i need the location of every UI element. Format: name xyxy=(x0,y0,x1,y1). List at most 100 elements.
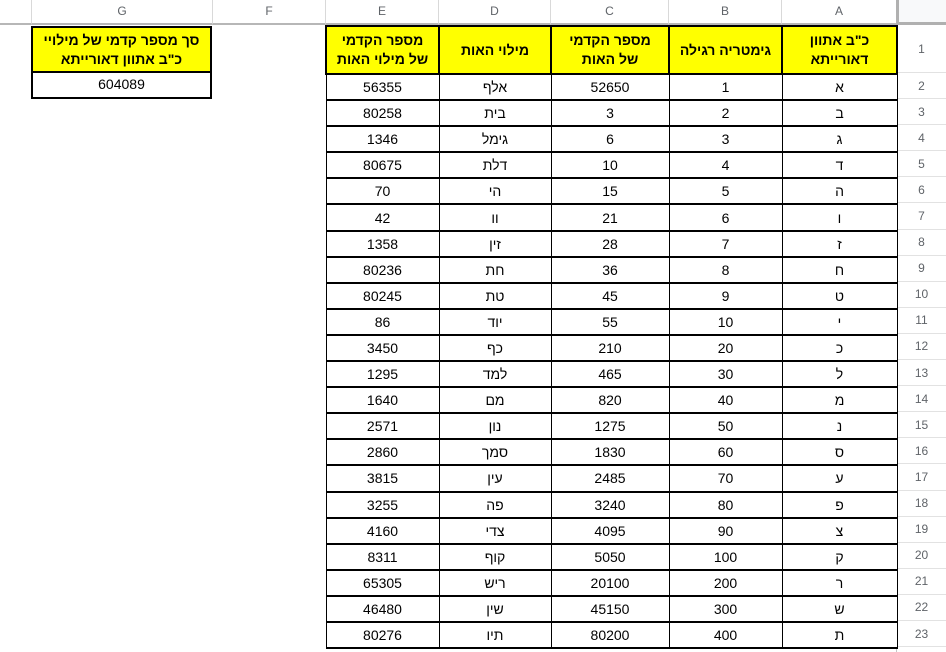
cell-filling-kidmi[interactable]: 3815 xyxy=(325,464,440,493)
cell-filling-kidmi[interactable]: 80236 xyxy=(325,256,440,284)
cell-letter[interactable]: ש xyxy=(781,595,898,623)
cell-filling-kidmi[interactable]: 8311 xyxy=(325,543,440,571)
row-header[interactable]: 2 xyxy=(897,73,946,100)
cell-letter-filling[interactable]: מם xyxy=(438,386,552,415)
cell-filling-kidmi[interactable]: 80245 xyxy=(325,282,440,310)
cell-letter[interactable]: ס xyxy=(781,438,898,467)
cell-kidmi-number[interactable]: 2485 xyxy=(550,464,670,493)
cell-gematria[interactable]: 80 xyxy=(668,490,783,519)
cell-filling-kidmi[interactable]: 2571 xyxy=(325,412,440,441)
cell-kidmi-number[interactable]: 3240 xyxy=(550,490,670,519)
cell-letter-filling[interactable]: תיו xyxy=(438,621,552,650)
cell-letter[interactable]: ט xyxy=(781,282,898,310)
cell-letter-filling[interactable]: בית xyxy=(438,99,552,128)
cell-letter[interactable]: ל xyxy=(781,360,898,389)
row-header[interactable]: 12 xyxy=(897,334,946,361)
cell-gematria[interactable]: 30 xyxy=(668,360,783,389)
cell-filling-kidmi[interactable]: 1295 xyxy=(325,360,440,389)
cell-filling-kidmi[interactable]: 1640 xyxy=(325,386,440,415)
cell-gematria[interactable]: 400 xyxy=(668,621,783,650)
header-cell-gematria[interactable]: גימטריה רגילה xyxy=(668,25,783,75)
column-header-c[interactable]: C xyxy=(550,0,668,25)
row-header[interactable]: 11 xyxy=(897,308,946,334)
cell-letter[interactable]: מ xyxy=(781,386,898,415)
cell-letter-filling[interactable]: הי xyxy=(438,177,552,206)
cell-kidmi-number[interactable]: 20100 xyxy=(550,569,670,597)
row-header[interactable]: 22 xyxy=(897,595,946,621)
row-header[interactable]: 16 xyxy=(897,438,946,465)
summary-value-cell[interactable]: 604089 xyxy=(31,73,212,99)
row-header[interactable]: 14 xyxy=(897,386,946,413)
cell-kidmi-number[interactable]: 820 xyxy=(550,386,670,415)
column-header-e[interactable]: E xyxy=(325,0,438,25)
cell-letter[interactable]: ד xyxy=(781,151,898,180)
cell-gematria[interactable]: 100 xyxy=(668,543,783,571)
header-cell-kidmi-number[interactable]: מספר הקדמי של האות xyxy=(550,25,670,75)
cell-letter-filling[interactable]: ריש xyxy=(438,569,552,597)
column-header-b[interactable]: B xyxy=(668,0,781,25)
row-header[interactable]: 1 xyxy=(897,25,946,73)
cell-letter[interactable]: ג xyxy=(781,125,898,154)
cell-gematria[interactable]: 3 xyxy=(668,125,783,154)
cell-kidmi-number[interactable]: 52650 xyxy=(550,73,670,102)
cell-letter[interactable]: ו xyxy=(781,203,898,232)
cell-gematria[interactable]: 50 xyxy=(668,412,783,441)
cell-letter-filling[interactable]: קוף xyxy=(438,543,552,571)
cell-letter[interactable]: ר xyxy=(781,569,898,597)
cell-kidmi-number[interactable]: 1275 xyxy=(550,412,670,441)
cell-letter-filling[interactable]: אלף xyxy=(438,73,552,102)
row-header[interactable]: 4 xyxy=(897,125,946,152)
cell-letter[interactable]: ה xyxy=(781,177,898,206)
cell-letter[interactable]: ת xyxy=(781,621,898,650)
cell-filling-kidmi[interactable]: 70 xyxy=(325,177,440,206)
cell-gematria[interactable]: 1 xyxy=(668,73,783,102)
cell-letter[interactable]: צ xyxy=(781,517,898,545)
cell-letter[interactable]: ב xyxy=(781,99,898,128)
cell-letter-filling[interactable]: למד xyxy=(438,360,552,389)
cell-gematria[interactable]: 5 xyxy=(668,177,783,206)
cell-kidmi-number[interactable]: 28 xyxy=(550,230,670,258)
cell-letter-filling[interactable]: חת xyxy=(438,256,552,284)
cell-letter[interactable]: ז xyxy=(781,230,898,258)
cell-kidmi-number[interactable]: 6 xyxy=(550,125,670,154)
cell-filling-kidmi[interactable]: 80675 xyxy=(325,151,440,180)
cell-letter-filling[interactable]: כף xyxy=(438,334,552,363)
cell-gematria[interactable]: 6 xyxy=(668,203,783,232)
row-header[interactable]: 21 xyxy=(897,569,946,595)
cell-filling-kidmi[interactable]: 46480 xyxy=(325,595,440,623)
cell-kidmi-number[interactable]: 465 xyxy=(550,360,670,389)
cell-filling-kidmi[interactable]: 65305 xyxy=(325,569,440,597)
summary-header-cell[interactable]: סך מספר קדמי של מילויי כ"ב אתוון דאוריית… xyxy=(31,26,212,73)
row-header[interactable]: 20 xyxy=(897,543,946,569)
cell-letter-filling[interactable]: יוד xyxy=(438,308,552,336)
cell-letter-filling[interactable]: סמך xyxy=(438,438,552,467)
cell-filling-kidmi[interactable]: 1358 xyxy=(325,230,440,258)
cell-filling-kidmi[interactable]: 42 xyxy=(325,203,440,232)
cell-filling-kidmi[interactable]: 3255 xyxy=(325,490,440,519)
cell-letter[interactable]: פ xyxy=(781,490,898,519)
row-header[interactable]: 15 xyxy=(897,412,946,439)
cell-kidmi-number[interactable]: 10 xyxy=(550,151,670,180)
row-header[interactable]: 5 xyxy=(897,151,946,178)
cell-kidmi-number[interactable]: 55 xyxy=(550,308,670,336)
select-all-corner[interactable] xyxy=(896,0,946,25)
cell-gematria[interactable]: 70 xyxy=(668,464,783,493)
cell-gematria[interactable]: 300 xyxy=(668,595,783,623)
cell-letter-filling[interactable]: טת xyxy=(438,282,552,310)
cell-kidmi-number[interactable]: 21 xyxy=(550,203,670,232)
cell-gematria[interactable]: 2 xyxy=(668,99,783,128)
cell-letter-filling[interactable]: וו xyxy=(438,203,552,232)
row-header[interactable]: 8 xyxy=(897,230,946,256)
cell-letter-filling[interactable]: צדי xyxy=(438,517,552,545)
cell-gematria[interactable]: 40 xyxy=(668,386,783,415)
header-cell-filling-kidmi[interactable]: מספר הקדמי של מילוי האות xyxy=(325,25,440,75)
cell-kidmi-number[interactable]: 5050 xyxy=(550,543,670,571)
cell-kidmi-number[interactable]: 210 xyxy=(550,334,670,363)
column-header-f[interactable]: F xyxy=(212,0,325,25)
cell-kidmi-number[interactable]: 45150 xyxy=(550,595,670,623)
row-header[interactable]: 19 xyxy=(897,517,946,543)
cell-letter-filling[interactable]: גימל xyxy=(438,125,552,154)
cell-gematria[interactable]: 200 xyxy=(668,569,783,597)
row-header[interactable]: 3 xyxy=(897,99,946,126)
row-header[interactable]: 17 xyxy=(897,464,946,491)
